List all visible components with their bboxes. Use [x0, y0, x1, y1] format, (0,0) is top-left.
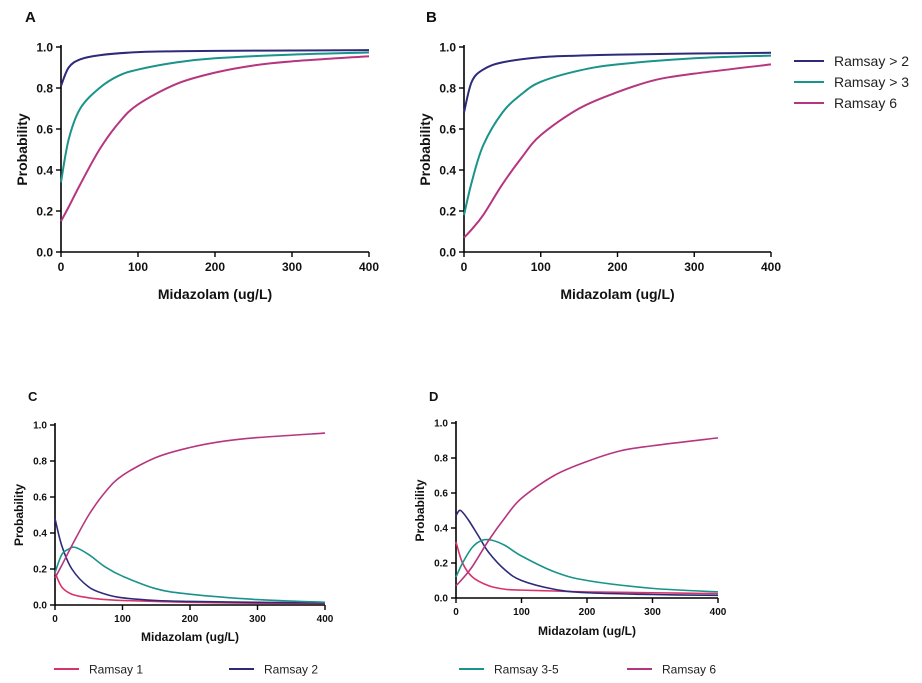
series-line-ramsay-1: [54, 572, 326, 605]
x-tick-label: 0: [461, 260, 468, 274]
x-tick-label: 200: [579, 607, 596, 618]
series-line-ramsay-2: [463, 51, 772, 113]
axes: 0.0 0.2 0.4 0.6 0.8 1.0 0 100 200 300 400: [36, 40, 379, 274]
y-tick-label: 0.6: [439, 122, 456, 136]
series-line-ramsay-1: [455, 541, 719, 595]
legend-bottom-right: Ramsay 3-5 Ramsay 6: [459, 662, 716, 676]
panel-d: D 0.0 0.2 0.4 0.6 0.8 1.0 0 100 200 300 400 Midazola…: [413, 389, 727, 638]
y-tick-label: 1.0: [434, 419, 448, 430]
y-tick-label: 0.2: [36, 204, 53, 218]
series-line-ramsay-3: [463, 54, 772, 216]
y-tick-label: 1.0: [36, 40, 53, 54]
y-axis-title: Probability: [413, 479, 427, 541]
x-tick-label: 400: [317, 614, 334, 625]
series-line-ramsay-3: [60, 51, 370, 183]
x-tick-label: 200: [182, 614, 199, 625]
panel-letter: D: [429, 389, 438, 404]
panel-letter: B: [426, 9, 437, 26]
x-tick-label: 100: [128, 260, 148, 274]
y-tick-label: 0.2: [434, 559, 448, 570]
y-tick-label: 0.8: [439, 81, 456, 95]
x-tick-label: 300: [644, 607, 661, 618]
x-tick-label: 0: [453, 607, 459, 618]
panel-letter: A: [25, 9, 36, 26]
x-tick-label: 300: [282, 260, 302, 274]
x-axis-title: Midazolam (ug/L): [560, 286, 674, 302]
x-axis-title: Midazolam (ug/L): [538, 624, 636, 638]
legend-label: Ramsay > 2: [834, 53, 909, 69]
legend-label: Ramsay 6: [662, 662, 716, 676]
y-tick-label: 1.0: [439, 40, 456, 54]
y-tick-label: 0.4: [36, 163, 53, 177]
legend-item: Ramsay 2: [229, 662, 318, 676]
series-line-ramsay-6: [54, 432, 326, 579]
x-tick-label: 300: [249, 614, 266, 625]
y-tick-label: 0.0: [439, 245, 456, 259]
x-tick-label: 100: [513, 607, 530, 618]
x-tick-label: 200: [607, 260, 627, 274]
legend-label: Ramsay 1: [89, 662, 143, 676]
series-line-ramsay-6: [455, 437, 719, 587]
x-axis-title: Midazolam (ug/L): [141, 630, 239, 644]
x-tick-label: 100: [531, 260, 551, 274]
series-line-ramsay-3-5: [54, 546, 326, 604]
y-axis-title: Probability: [417, 113, 433, 186]
series-line-ramsay-6: [463, 63, 772, 239]
y-axis-title: Probability: [12, 484, 26, 546]
x-tick-label: 200: [205, 260, 225, 274]
legend-label: Ramsay 3-5: [494, 662, 559, 676]
y-tick-label: 0.8: [33, 457, 47, 468]
legend-item: Ramsay 6: [627, 662, 716, 676]
y-tick-label: 0.6: [434, 489, 448, 500]
panel-a: A 0.0 0.2 0.4 0.6 0.8 1.0 0 100 200 300 400 Midazola…: [14, 9, 379, 302]
legend-bottom-left: Ramsay 1 Ramsay 2: [54, 662, 318, 676]
y-tick-label: 1.0: [33, 421, 47, 432]
x-tick-label: 0: [58, 260, 65, 274]
y-tick-label: 0.0: [36, 245, 53, 259]
y-axis-title: Probability: [14, 113, 30, 186]
legend-item: Ramsay 3-5: [459, 662, 559, 676]
axes: 0.0 0.2 0.4 0.6 0.8 1.0 0 100 200 300 400: [33, 421, 334, 625]
y-tick-label: 0.2: [33, 565, 47, 576]
legend-label: Ramsay > 3: [834, 74, 909, 90]
series-line-ramsay-3-5: [455, 538, 719, 593]
y-tick-label: 0.0: [33, 601, 47, 612]
y-tick-label: 0.6: [36, 122, 53, 136]
panel-letter: C: [28, 389, 38, 404]
y-tick-label: 0.4: [439, 163, 456, 177]
x-tick-label: 0: [52, 614, 58, 625]
y-tick-label: 0.4: [434, 524, 448, 535]
legend-item: Ramsay 1: [54, 662, 143, 676]
axes: 0.0 0.2 0.4 0.6 0.8 1.0 0 100 200 300 400: [439, 40, 781, 274]
series-line-ramsay-2: [54, 518, 326, 604]
x-tick-label: 400: [359, 260, 379, 274]
legend-top: Ramsay > 2 Ramsay > 3 Ramsay 6: [794, 53, 909, 111]
legend-label: Ramsay 2: [264, 662, 318, 676]
y-tick-label: 0.6: [33, 493, 47, 504]
series-line-ramsay-2: [455, 509, 719, 597]
legend-item: Ramsay > 2: [794, 53, 909, 69]
x-tick-label: 400: [761, 260, 781, 274]
x-tick-label: 300: [684, 260, 704, 274]
axes: 0.0 0.2 0.4 0.6 0.8 1.0 0 100 200 300 400: [434, 419, 727, 618]
legend-item: Ramsay 6: [794, 95, 897, 111]
y-tick-label: 0.4: [33, 529, 47, 540]
series-line-ramsay-2: [60, 49, 370, 87]
x-tick-label: 400: [710, 607, 727, 618]
y-tick-label: 0.2: [439, 204, 456, 218]
x-tick-label: 100: [114, 614, 131, 625]
y-tick-label: 0.8: [434, 454, 448, 465]
panel-c: C 0.0 0.2 0.4 0.6 0.8 1.0 0 100 200 300 400 Midazola…: [12, 389, 334, 644]
y-tick-label: 0.0: [434, 594, 448, 605]
legend-label: Ramsay 6: [834, 95, 897, 111]
series-line-ramsay-6: [60, 55, 370, 222]
panel-b: B 0.0 0.2 0.4 0.6 0.8 1.0 0 100 200 300 400 Midazola…: [417, 9, 781, 302]
legend-item: Ramsay > 3: [794, 74, 909, 90]
y-tick-label: 0.8: [36, 81, 53, 95]
x-axis-title: Midazolam (ug/L): [158, 286, 272, 302]
